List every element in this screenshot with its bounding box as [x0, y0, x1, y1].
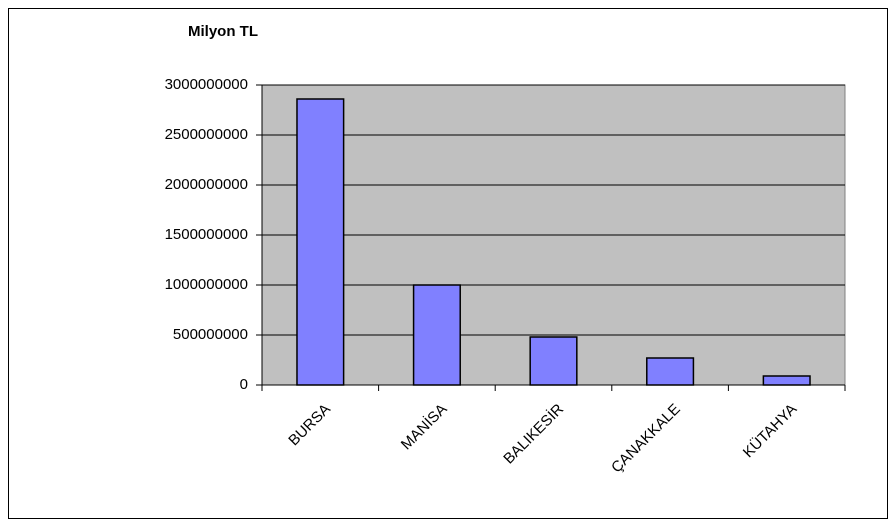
y-tick-label: 1500000000: [165, 226, 248, 243]
bar: [529, 336, 578, 386]
bar: [412, 284, 461, 386]
bar: [646, 357, 695, 386]
y-tick-label: 2000000000: [165, 176, 248, 193]
y-tick-label: 3000000000: [165, 76, 248, 93]
y-tick-label: 2500000000: [165, 126, 248, 143]
bar: [296, 98, 345, 386]
y-tick-label: 1000000000: [165, 276, 248, 293]
y-tick-label: 500000000: [173, 326, 248, 343]
y-tick-label: 0: [240, 376, 248, 393]
bar: [762, 375, 811, 386]
chart-title: Milyon TL: [188, 23, 258, 40]
